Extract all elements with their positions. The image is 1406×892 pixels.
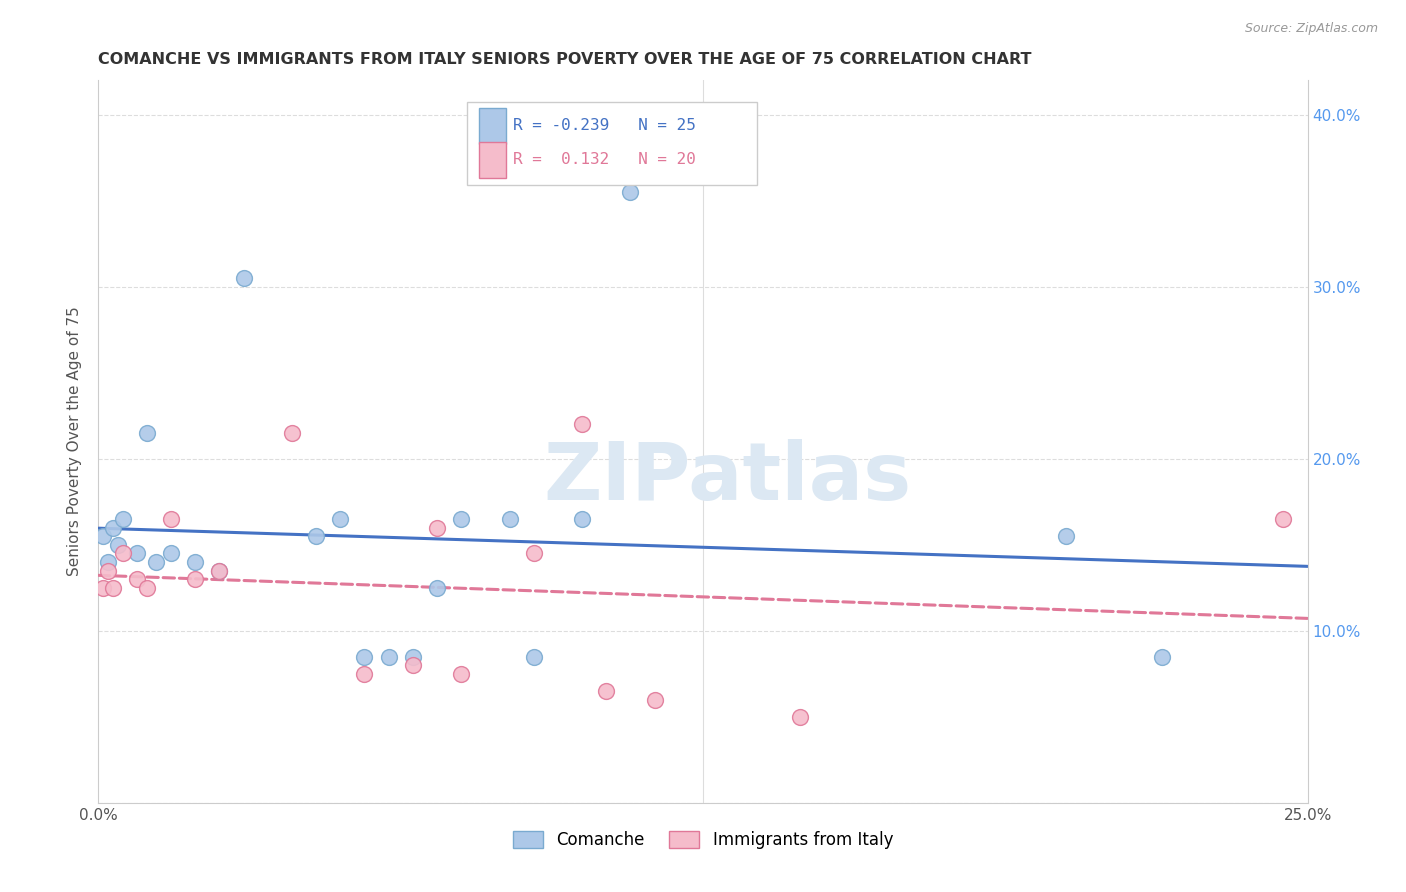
Point [789, 710, 811, 724]
Point [127, 546, 149, 560]
Point [184, 555, 207, 569]
Point [107, 538, 129, 552]
Point [135, 425, 157, 440]
Point [523, 649, 546, 664]
Point [402, 658, 425, 673]
Point [450, 512, 472, 526]
Point [402, 649, 425, 664]
Point [127, 572, 149, 586]
Text: R =  0.132   N = 20: R = 0.132 N = 20 [513, 153, 696, 168]
Point [208, 564, 231, 578]
Point [353, 649, 375, 664]
Point [644, 692, 666, 706]
Point [232, 271, 254, 285]
Text: COMANCHE VS IMMIGRANTS FROM ITALY SENIORS POVERTY OVER THE AGE OF 75 CORRELATION: COMANCHE VS IMMIGRANTS FROM ITALY SENIOR… [98, 52, 1032, 67]
Point [377, 649, 399, 664]
Point [305, 529, 328, 543]
Point [498, 512, 520, 526]
Point [91, 529, 114, 543]
Point [329, 512, 352, 526]
Point [571, 417, 593, 432]
Point [160, 546, 183, 560]
Point [619, 185, 641, 199]
Point [208, 564, 231, 578]
Point [571, 512, 593, 526]
Point [97, 564, 120, 578]
Point [184, 572, 207, 586]
Point [160, 512, 183, 526]
Point [426, 581, 449, 595]
Point [135, 581, 157, 595]
Y-axis label: Seniors Poverty Over the Age of 75: Seniors Poverty Over the Age of 75 [67, 307, 83, 576]
Point [281, 425, 304, 440]
Text: ZIPatlas: ZIPatlas [543, 439, 911, 516]
Bar [479, 108, 506, 144]
Point [595, 684, 617, 698]
Text: Source: ZipAtlas.com: Source: ZipAtlas.com [1244, 22, 1378, 36]
Point [97, 555, 120, 569]
Point [353, 666, 375, 681]
Point [111, 546, 134, 560]
FancyBboxPatch shape [467, 102, 758, 185]
Legend: Comanche, Immigrants from Italy: Comanche, Immigrants from Italy [506, 824, 900, 856]
Point [101, 520, 124, 534]
Point [91, 581, 114, 595]
Point [101, 581, 124, 595]
Text: R = -0.239   N = 25: R = -0.239 N = 25 [513, 119, 696, 133]
Point [111, 512, 134, 526]
Point [145, 555, 167, 569]
Bar [479, 142, 506, 178]
Point [1272, 512, 1295, 526]
Point [1152, 649, 1174, 664]
Point [1054, 529, 1077, 543]
Point [426, 520, 449, 534]
Point [523, 546, 546, 560]
Point [450, 666, 472, 681]
